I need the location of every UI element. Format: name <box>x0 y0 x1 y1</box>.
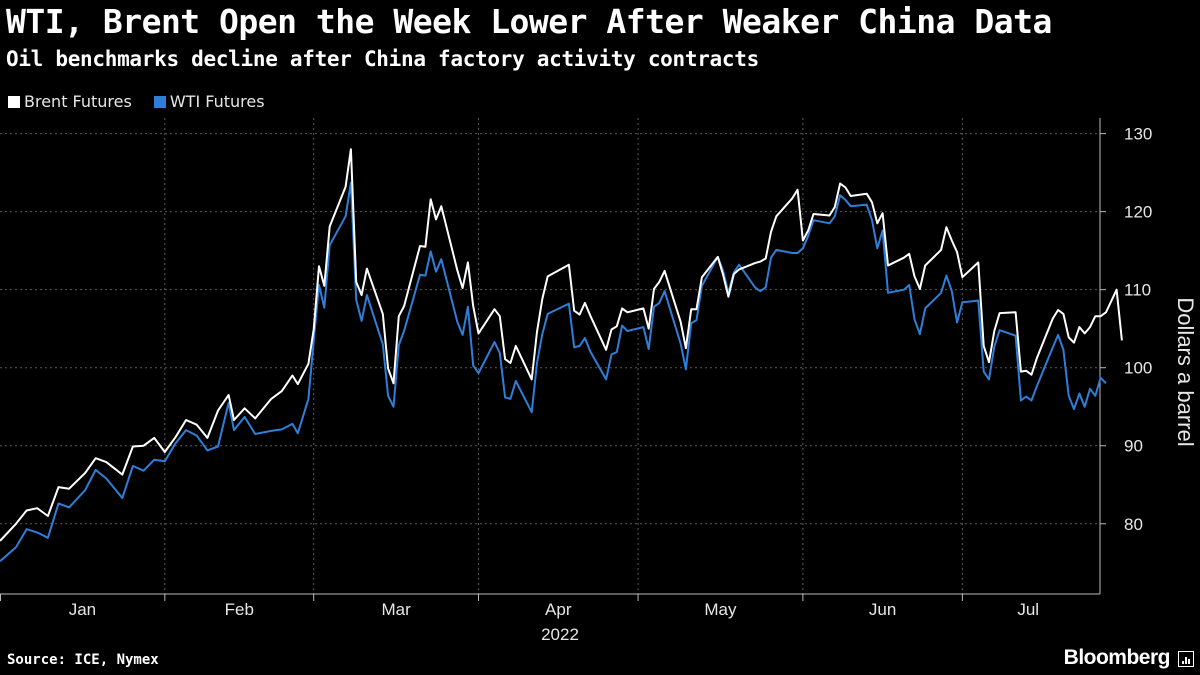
legend-swatch-brent <box>8 95 20 108</box>
y-tick-label-80: 80 <box>1124 515 1143 534</box>
y-tick-label-120: 120 <box>1124 203 1152 222</box>
legend-swatch-wti <box>153 95 166 108</box>
x-axis-year-label: 2022 <box>541 625 579 644</box>
legend: Brent Futures WTI Futures <box>8 92 265 111</box>
series-line-brent <box>0 148 1123 542</box>
x-tick-label-Jun: Jun <box>869 600 896 619</box>
y-tick-label-90: 90 <box>1124 437 1143 456</box>
source-note: Source: ICE, Nymex <box>7 652 159 668</box>
bloomberg-terminal-icon <box>1178 651 1194 667</box>
legend-label-brent: Brent Futures <box>24 92 132 111</box>
axes: 80 90 100 110 120 130 Jan Feb Mar Apr May Jun Jul <box>0 118 1152 619</box>
x-tick-label-May: May <box>704 600 737 619</box>
chart-subtitle: Oil benchmarks decline after China facto… <box>6 47 759 71</box>
series-line-wti <box>0 181 1107 562</box>
bloomberg-logo: Bloomberg <box>1063 646 1171 669</box>
y-tick-label-130: 130 <box>1124 125 1152 144</box>
y-tick-label-110: 110 <box>1124 281 1151 300</box>
series <box>0 148 1123 562</box>
x-tick-label-Mar: Mar <box>381 600 411 619</box>
x-tick-label-Jul: Jul <box>1017 600 1039 619</box>
grid <box>0 118 1100 594</box>
chart-title: WTI, Brent Open the Week Lower After Wea… <box>6 2 1052 41</box>
y-axis-label: Dollars a barrel <box>1173 297 1198 446</box>
x-tick-label-Apr: Apr <box>545 600 572 619</box>
legend-item-brent: Brent Futures <box>8 92 132 111</box>
x-tick-label-Jan: Jan <box>69 600 96 619</box>
legend-label-wti: WTI Futures <box>169 92 265 111</box>
legend-item-wti: WTI Futures <box>153 92 265 111</box>
x-tick-label-Feb: Feb <box>225 600 254 619</box>
y-tick-label-100: 100 <box>1124 359 1152 378</box>
